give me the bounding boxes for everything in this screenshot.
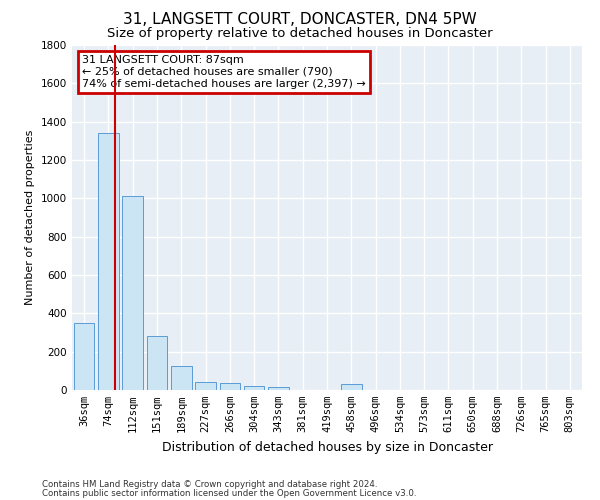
Bar: [341, 384, 362, 390]
Text: 31 LANGSETT COURT: 87sqm
← 25% of detached houses are smaller (790)
74% of semi-: 31 LANGSETT COURT: 87sqm ← 25% of detach…: [82, 56, 366, 88]
Text: Contains HM Land Registry data © Crown copyright and database right 2024.: Contains HM Land Registry data © Crown c…: [42, 480, 377, 489]
X-axis label: Distribution of detached houses by size in Doncaster: Distribution of detached houses by size …: [161, 440, 493, 454]
Bar: [268, 387, 289, 390]
Bar: [98, 133, 119, 390]
Bar: [220, 384, 240, 390]
Y-axis label: Number of detached properties: Number of detached properties: [25, 130, 35, 305]
Text: Size of property relative to detached houses in Doncaster: Size of property relative to detached ho…: [107, 28, 493, 40]
Bar: [122, 196, 143, 390]
Text: Contains public sector information licensed under the Open Government Licence v3: Contains public sector information licen…: [42, 488, 416, 498]
Bar: [74, 323, 94, 390]
Bar: [244, 386, 265, 390]
Bar: [146, 336, 167, 390]
Bar: [171, 366, 191, 390]
Text: 31, LANGSETT COURT, DONCASTER, DN4 5PW: 31, LANGSETT COURT, DONCASTER, DN4 5PW: [123, 12, 477, 28]
Bar: [195, 382, 216, 390]
